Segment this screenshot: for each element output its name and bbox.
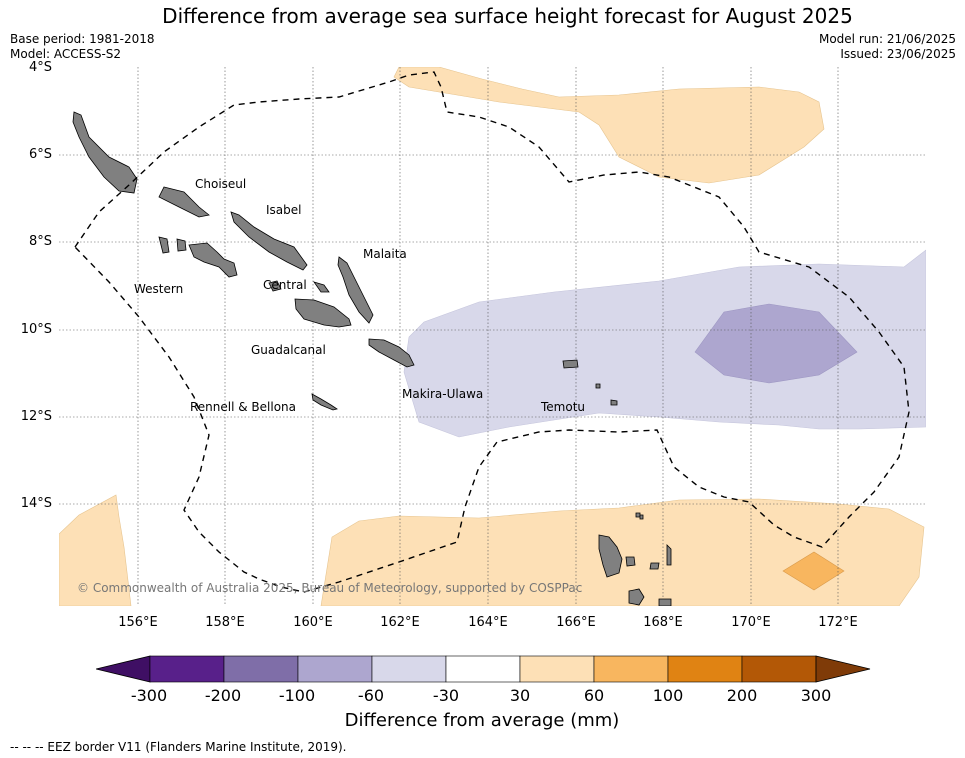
vanuatu-island	[658, 598, 672, 607]
colorbar-segment	[593, 655, 669, 683]
region-label-isabel: Isabel	[266, 203, 302, 217]
lat-tick-label: 12°S	[20, 409, 52, 424]
santa-cruz-island	[562, 359, 579, 369]
lon-tick-label: 156°E	[118, 615, 158, 630]
region-label-central: Central	[263, 278, 307, 292]
lon-tick-label: 160°E	[293, 615, 333, 630]
chart-title: Difference from average sea surface heig…	[162, 4, 853, 28]
lon-tick-label: 166°E	[556, 615, 596, 630]
meta-left: Base period: 1981-2018 Model: ACCESS-S2	[10, 32, 155, 62]
eez-border	[74, 71, 910, 593]
lon-tick-label: 164°E	[468, 615, 508, 630]
model-text: Model: ACCESS-S2	[10, 47, 122, 61]
island-ngella	[313, 281, 330, 293]
vanuatu-island	[635, 512, 641, 518]
colorbar-tick-label: -300	[130, 686, 168, 705]
colorbar-segment	[445, 655, 521, 683]
lon-tick-label: 162°E	[380, 615, 420, 630]
base-period-text: Base period: 1981-2018	[10, 32, 155, 46]
model-run-text: Model run: 21/06/2025	[818, 32, 956, 46]
vanuatu-malekula	[666, 544, 672, 566]
anomaly-region-moderate-negative	[694, 303, 858, 384]
region-label-western: Western	[134, 282, 184, 296]
issued-text: Issued: 23/06/2025	[840, 47, 956, 61]
lat-tick-label: 14°S	[20, 496, 52, 511]
island-central	[268, 280, 282, 292]
colorbar-tick-label: 60	[583, 686, 605, 705]
region-label-temotu: Temotu	[541, 400, 586, 414]
region-label-guadalcanal: Guadalcanal	[251, 343, 326, 357]
colorbar-tick-label: -30	[432, 686, 460, 705]
island-vella	[158, 236, 170, 254]
vanuatu-island	[625, 556, 636, 567]
island-western-group	[188, 242, 238, 278]
map-canvas	[58, 66, 927, 607]
lat-tick-label: 6°S	[28, 147, 52, 162]
vanuatu-island	[639, 514, 644, 520]
colorbar	[96, 655, 871, 683]
region-label-malaita: Malaita	[363, 247, 407, 261]
colorbar-segment	[371, 655, 447, 683]
colorbar-segment	[297, 655, 373, 683]
lon-tick-label: 168°E	[643, 615, 683, 630]
vanuatu-efate	[628, 588, 645, 606]
malaita-island	[337, 256, 374, 324]
colorbar-segment	[223, 655, 299, 683]
anomaly-region-positive	[393, 66, 825, 184]
colorbar-arrow-max	[815, 655, 871, 683]
isabel-island	[230, 211, 308, 271]
island-temotu-small	[610, 399, 618, 406]
region-label-rennell-bellona: Rennell & Bellona	[190, 400, 297, 414]
choiseul-island	[72, 111, 138, 194]
eez-legend-note: -- -- -- EEZ border V11 (Flanders Marine…	[10, 740, 347, 754]
colorbar-segment	[667, 655, 743, 683]
makira-island	[368, 338, 415, 368]
map-gridlines	[59, 67, 926, 606]
colorbar-arrow-min	[96, 655, 151, 683]
colorbar-title: Difference from average (mm)	[344, 710, 620, 731]
region-label-makira-ulawa: Makira-Ulawa	[402, 387, 484, 401]
colorbar-segment	[519, 655, 595, 683]
guadalcanal-island	[294, 298, 352, 328]
colorbar-segment	[149, 655, 225, 683]
colorbar-segment	[741, 655, 817, 683]
lat-tick-label: 4°S	[28, 60, 52, 75]
island-kolombangara	[176, 238, 187, 252]
colorbar-tick-label: 200	[726, 686, 758, 705]
anomaly-region-moderate-positive	[782, 551, 845, 591]
vanuatu-espiritu-santo	[598, 534, 623, 578]
colorbar-tick-label: -200	[204, 686, 242, 705]
lat-tick-label: 10°S	[20, 322, 52, 337]
colorbar-tick-label: 100	[652, 686, 684, 705]
lon-tick-label: 170°E	[731, 615, 771, 630]
rennell-island	[311, 393, 338, 411]
copyright-text: © Commonwealth of Australia 2025, Bureau…	[77, 581, 583, 595]
colorbar-tick-label: -100	[278, 686, 316, 705]
colorbar-tick-label: -60	[357, 686, 385, 705]
lon-tick-label: 172°E	[818, 615, 858, 630]
islands	[72, 111, 672, 607]
region-label-choiseul: Choiseul	[195, 177, 247, 191]
island-new-georgia	[158, 186, 210, 218]
lat-tick-label: 8°S	[28, 234, 52, 249]
vanuatu-island	[649, 562, 660, 570]
colorbar-tick-label: 30	[509, 686, 531, 705]
island-temotu-small	[595, 383, 601, 389]
colorbar-tick-label: 300	[800, 686, 832, 705]
map-area: Choiseul Isabel Malaita Western Central …	[58, 66, 927, 607]
lon-tick-label: 158°E	[205, 615, 245, 630]
meta-right: Model run: 21/06/2025 Issued: 23/06/2025	[819, 32, 956, 62]
anomaly-region-positive	[320, 498, 925, 607]
